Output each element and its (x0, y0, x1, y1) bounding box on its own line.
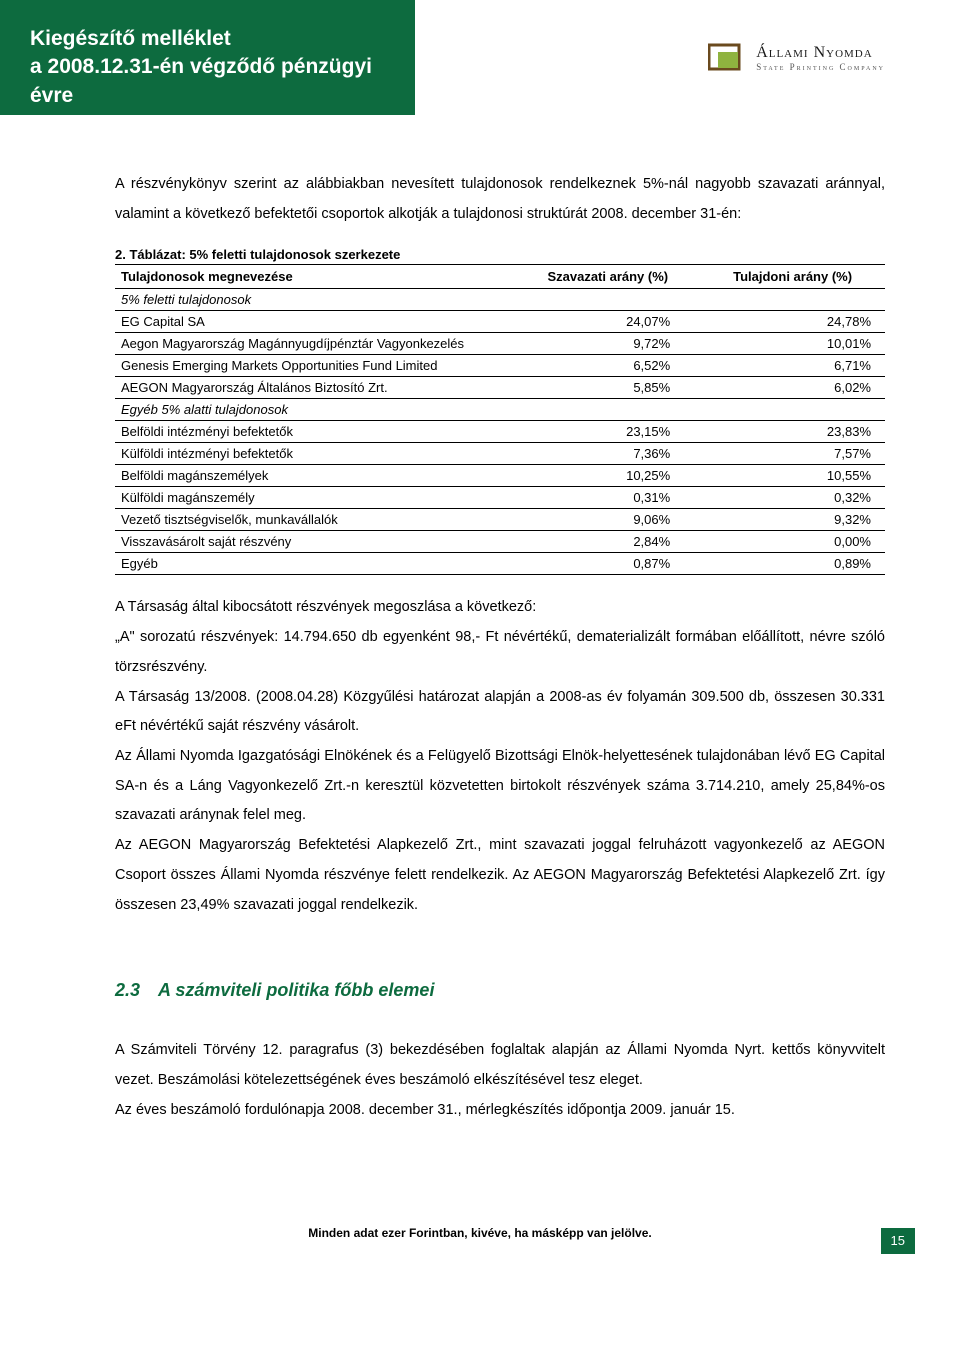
company-logo: Állami Nyomda State Printing Company (708, 42, 885, 74)
table-row: Egyéb0,87%0,89% (115, 553, 885, 575)
table-row: Belföldi magánszemélyek10,25%10,55% (115, 465, 885, 487)
content: A részvénykönyv szerint az alábbiakban n… (0, 115, 960, 1166)
cell-own: 10,55% (700, 465, 885, 487)
doc-title-line2: a 2008.12.31-én végződő pénzügyi évre (30, 55, 372, 106)
cell-own: 0,32% (700, 487, 885, 509)
section-p1: A Számviteli Törvény 12. paragrafus (3) … (115, 1036, 885, 1095)
cell-vote: 9,72% (515, 333, 700, 355)
logo-text: Állami Nyomda State Printing Company (756, 44, 885, 72)
cell-name: Aegon Magyarország Magánnyugdíjpénztár V… (115, 333, 515, 355)
cell-own: 24,78% (700, 311, 885, 333)
cell-name: Külföldi magánszemély (115, 487, 515, 509)
col-own-header: Tulajdoni arány (%) (700, 265, 885, 289)
cell-name: AEGON Magyarország Általános Biztosító Z… (115, 377, 515, 399)
page-number: 15 (881, 1228, 915, 1254)
body-text: A Társaság által kibocsátott részvények … (115, 593, 885, 920)
section-title: A számviteli politika főbb elemei (158, 980, 434, 1000)
header-left: Kiegészítő melléklet a 2008.12.31-én vég… (0, 0, 415, 115)
footer: Minden adat ezer Forintban, kivéve, ha m… (0, 1226, 960, 1266)
cell-own: 0,89% (700, 553, 885, 575)
cell-own: 6,02% (700, 377, 885, 399)
cell-vote: 9,06% (515, 509, 700, 531)
col-name-header: Tulajdonosok megnevezése (115, 265, 515, 289)
owners-table: Tulajdonosok megnevezése Szavazati arány… (115, 264, 885, 575)
body-p3: A Társaság 13/2008. (2008.04.28) Közgyűl… (115, 683, 885, 742)
table-section-label: Egyéb 5% alatti tulajdonosok (115, 399, 515, 421)
cell-vote: 10,25% (515, 465, 700, 487)
cell-name: Vezető tisztségviselők, munkavállalók (115, 509, 515, 531)
doc-title: Kiegészítő melléklet a 2008.12.31-én vég… (30, 25, 415, 110)
cell-own: 6,71% (700, 355, 885, 377)
body-p1: A Társaság által kibocsátott részvények … (115, 593, 885, 623)
table-caption: 2. Táblázat: 5% feletti tulajdonosok sze… (115, 247, 885, 262)
table-row: EG Capital SA24,07%24,78% (115, 311, 885, 333)
table-row: Aegon Magyarország Magánnyugdíjpénztár V… (115, 333, 885, 355)
intro-paragraph: A részvénykönyv szerint az alábbiakban n… (115, 170, 885, 229)
cell-own: 7,57% (700, 443, 885, 465)
logo-text-main: Állami Nyomda (756, 44, 885, 62)
logo-text-sub: State Printing Company (756, 62, 885, 72)
doc-title-line1: Kiegészítő melléklet (30, 27, 231, 50)
table-row: Külföldi intézményi befektetők7,36%7,57% (115, 443, 885, 465)
cell-vote: 0,31% (515, 487, 700, 509)
cell-vote: 6,52% (515, 355, 700, 377)
cell-name: EG Capital SA (115, 311, 515, 333)
table-section-row: Egyéb 5% alatti tulajdonosok (115, 399, 885, 421)
table-row: Belföldi intézményi befektetők23,15%23,8… (115, 421, 885, 443)
cell-name: Egyéb (115, 553, 515, 575)
footer-note: Minden adat ezer Forintban, kivéve, ha m… (0, 1226, 960, 1240)
cell-vote: 2,84% (515, 531, 700, 553)
cell-name: Visszavásárolt saját részvény (115, 531, 515, 553)
cell-name: Belföldi magánszemélyek (115, 465, 515, 487)
cell-own: 10,01% (700, 333, 885, 355)
cell-name: Genesis Emerging Markets Opportunities F… (115, 355, 515, 377)
cell-name: Belföldi intézményi befektetők (115, 421, 515, 443)
cell-name: Külföldi intézményi befektetők (115, 443, 515, 465)
header-right: Állami Nyomda State Printing Company (415, 0, 960, 115)
cell-vote: 7,36% (515, 443, 700, 465)
table-row: AEGON Magyarország Általános Biztosító Z… (115, 377, 885, 399)
cell-vote: 5,85% (515, 377, 700, 399)
header: Kiegészítő melléklet a 2008.12.31-én vég… (0, 0, 960, 115)
cell-own: 0,00% (700, 531, 885, 553)
section-heading-2-3: 2.3 A számviteli politika főbb elemei (115, 980, 885, 1001)
table-row: Külföldi magánszemély0,31%0,32% (115, 487, 885, 509)
cell-vote: 24,07% (515, 311, 700, 333)
logo-icon (708, 42, 746, 74)
cell-vote: 23,15% (515, 421, 700, 443)
cell-vote: 0,87% (515, 553, 700, 575)
cell-own: 23,83% (700, 421, 885, 443)
body-p5: Az AEGON Magyarország Befektetési Alapke… (115, 831, 885, 920)
col-vote-header: Szavazati arány (%) (515, 265, 700, 289)
section-num: 2.3 (115, 980, 140, 1000)
cell-own: 9,32% (700, 509, 885, 531)
body-p2: „A" sorozatú részvények: 14.794.650 db e… (115, 623, 885, 682)
table-section-row: 5% feletti tulajdonosok (115, 289, 885, 311)
body-p4: Az Állami Nyomda Igazgatósági Elnökének … (115, 742, 885, 831)
table-section-label: 5% feletti tulajdonosok (115, 289, 515, 311)
table-row: Vezető tisztségviselők, munkavállalók9,0… (115, 509, 885, 531)
table-header-row: Tulajdonosok megnevezése Szavazati arány… (115, 265, 885, 289)
section-p2: Az éves beszámoló fordulónapja 2008. dec… (115, 1096, 885, 1126)
table-row: Genesis Emerging Markets Opportunities F… (115, 355, 885, 377)
section-body: A Számviteli Törvény 12. paragrafus (3) … (115, 1036, 885, 1125)
table-row: Visszavásárolt saját részvény2,84%0,00% (115, 531, 885, 553)
